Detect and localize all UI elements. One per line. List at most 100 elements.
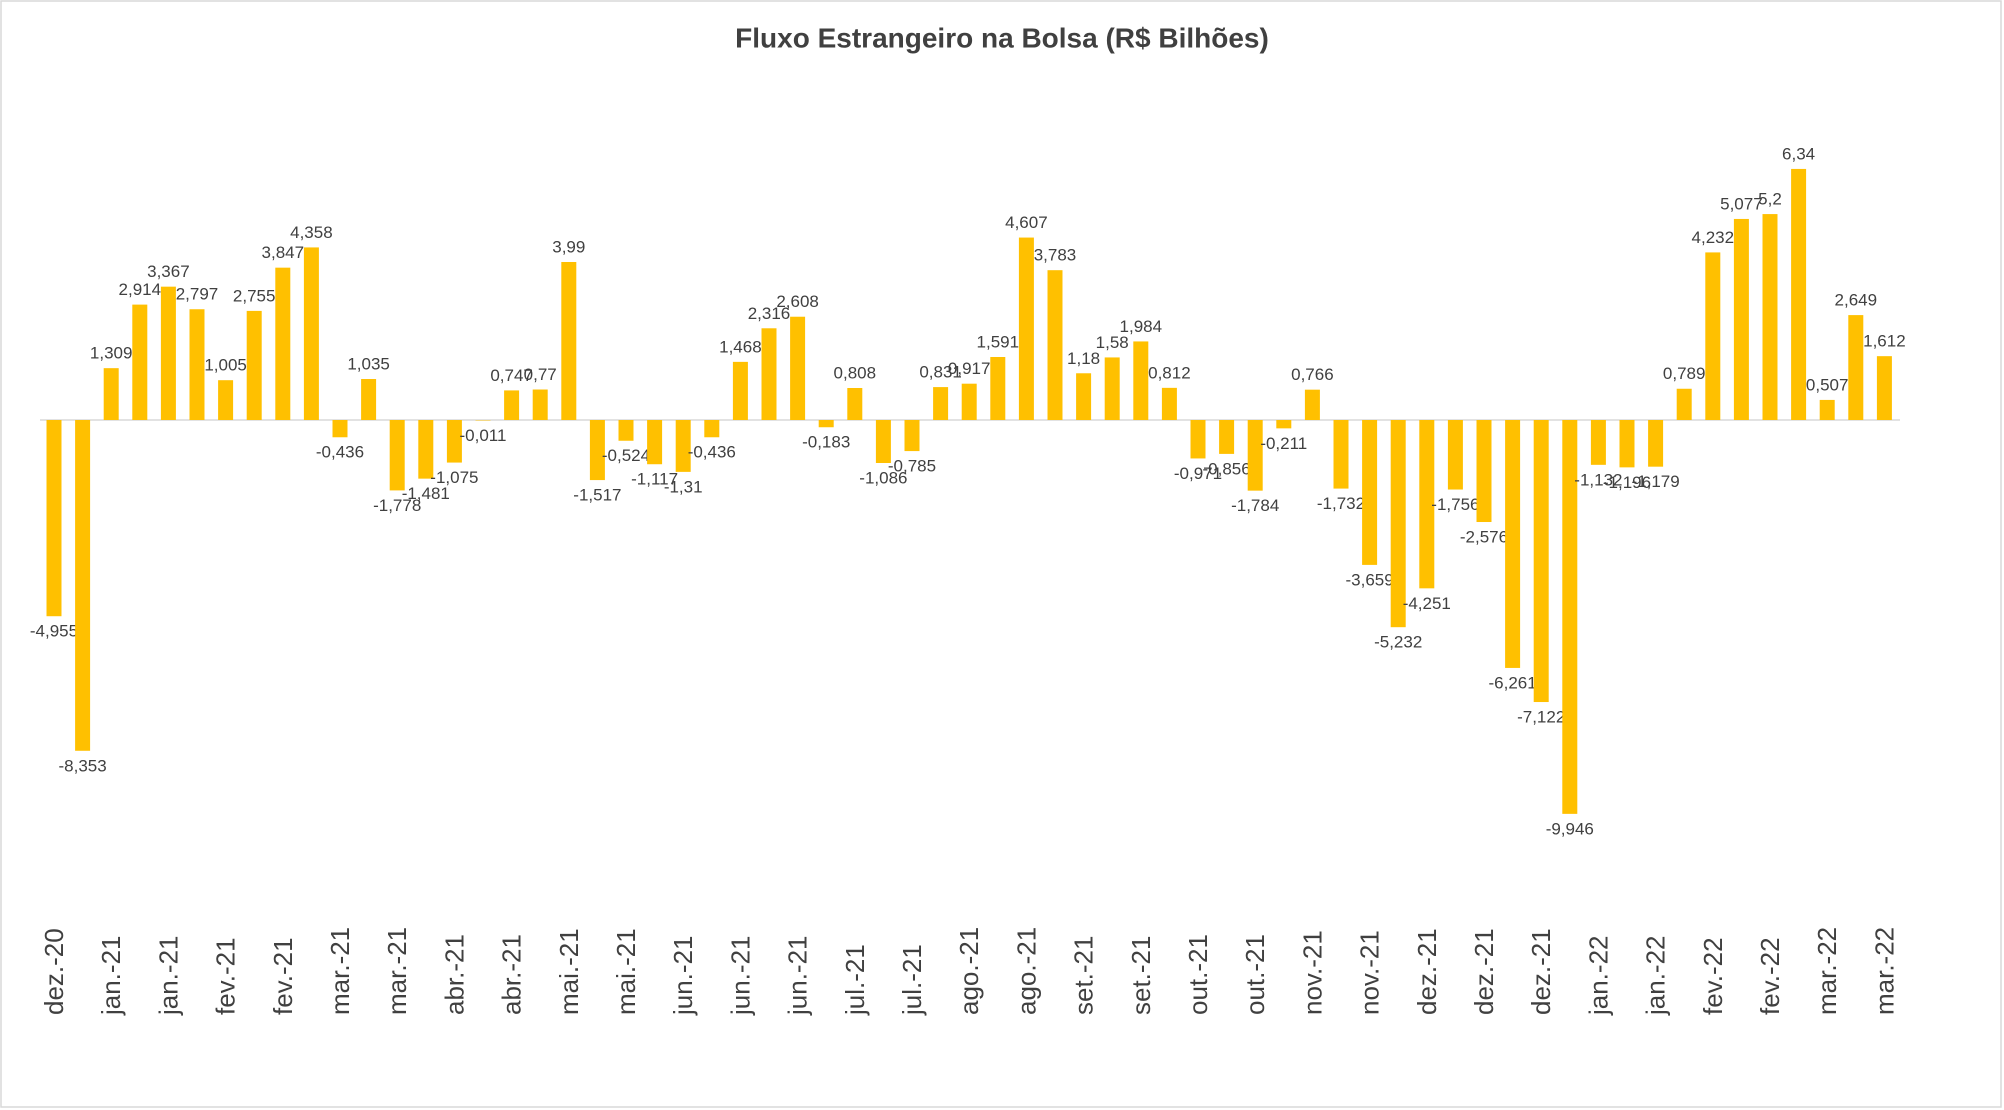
data-label: -1,086 [859,468,907,487]
bar [1362,420,1378,565]
data-label: 4,232 [1692,228,1735,247]
data-label: 3,783 [1034,246,1077,265]
bar [561,261,577,420]
bar [1219,420,1235,454]
data-label: -1,179 [1631,472,1679,491]
data-label: 0,831 [919,363,962,382]
x-tick-label: jan.-22 [1641,936,1671,1017]
bar [504,390,520,420]
data-label: -3,659 [1345,570,1393,589]
bar [46,420,62,617]
data-label: -1,784 [1231,496,1279,515]
data-label: 1,591 [977,332,1020,351]
x-tick-label: ago.-21 [954,927,984,1015]
bar [1161,387,1177,420]
bar [1276,420,1292,429]
data-label: 4,607 [1005,213,1048,232]
bar [961,383,977,420]
data-label: -1,517 [573,486,621,505]
data-label: -1,196 [1603,473,1651,492]
x-tick-label: jul.-21 [840,944,870,1016]
x-tick-label: fev.-22 [1698,937,1728,1015]
bar [1018,237,1034,420]
bar [1190,420,1206,459]
data-label: 3,847 [262,243,305,262]
bar [647,420,663,465]
bar [1676,388,1692,420]
data-label: 1,612 [1863,332,1906,351]
x-tick-label: jul.-21 [897,944,927,1016]
x-tick-label: nov.-21 [1297,930,1327,1015]
data-label: -0,436 [316,443,364,462]
bar [990,356,1006,420]
x-tick-label: jun.-21 [668,936,698,1017]
bar [103,368,119,420]
bar [904,420,920,452]
data-label: -1,481 [402,484,450,503]
bar [1333,420,1349,489]
x-tick-label: jun.-21 [725,936,755,1017]
bar [418,420,434,479]
data-label: -4,955 [30,622,78,641]
bar [218,380,234,420]
data-label: 1,468 [719,337,762,356]
bar [1505,420,1521,668]
bar [618,420,634,441]
data-label: 5,077 [1720,194,1763,213]
bar [1419,420,1435,589]
data-label: 2,797 [176,285,219,304]
data-label: -1,756 [1431,495,1479,514]
bar [1733,218,1749,420]
x-tick-label: dez.-21 [1469,928,1499,1015]
bar [732,361,748,420]
bar [818,420,834,428]
bar [790,316,806,420]
bar [589,420,605,481]
data-label: 0,77 [524,365,557,384]
x-tick-label: dez.-21 [1412,928,1442,1015]
bar [1247,420,1263,491]
x-tick-label: set.-21 [1126,936,1156,1016]
data-label: 0,507 [1806,375,1849,394]
bar [1848,315,1864,420]
bar [1819,399,1835,420]
x-tick-label: mai.-21 [554,928,584,1015]
data-label: 6,34 [1782,144,1815,163]
bar [389,420,405,491]
bar [75,420,91,751]
data-label: -0,211 [1260,434,1307,453]
data-label: -5,232 [1374,633,1422,652]
data-label: 1,005 [204,356,247,375]
x-tick-label: jan.-22 [1583,936,1613,1017]
data-label: -0,011 [460,426,507,445]
x-tick-label: ago.-21 [1011,927,1041,1015]
bar [332,420,348,438]
bar [847,388,863,420]
bar [1562,420,1578,814]
data-label: -9,946 [1546,819,1594,838]
bar [1533,420,1549,703]
data-label: -1,31 [664,477,703,496]
chart-title: Fluxo Estrangeiro na Bolsa (R$ Bilhões) [735,22,1269,53]
bar [675,420,691,472]
bar [1705,252,1721,420]
x-tick-label: mar.-21 [325,927,355,1015]
bar [189,309,205,420]
data-label: 2,755 [233,286,276,305]
data-label: -1,732 [1317,494,1365,513]
data-label: -2,576 [1460,527,1508,546]
data-label: -1,132 [1574,470,1622,489]
data-label: -0,183 [802,433,850,452]
x-tick-label: abr.-21 [439,934,469,1015]
x-tick-label: fev.-22 [1755,937,1785,1015]
x-tick-label: jan.-21 [96,936,126,1017]
data-label: 4,358 [290,223,333,242]
data-label: -0,856 [1202,459,1250,478]
data-label: -7,122 [1517,708,1565,727]
bar [1390,420,1406,628]
data-label: 1,58 [1096,333,1129,352]
data-label: 0,917 [948,359,991,378]
x-tick-label: mar.-21 [382,927,412,1015]
